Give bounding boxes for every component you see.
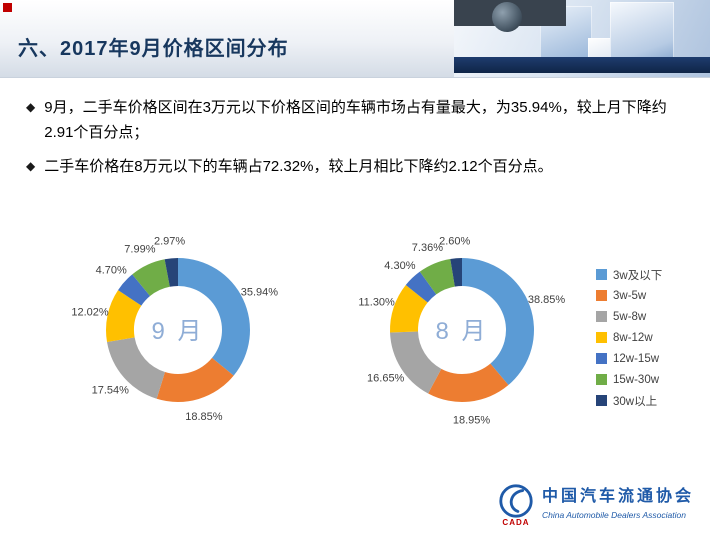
legend-item: 3w及以下 xyxy=(596,264,662,285)
bullet-list: ◆ 9月，二手车价格区间在3万元以下价格区间的车辆市场占有量最大，为35.94%… xyxy=(26,96,688,188)
legend-label: 3w及以下 xyxy=(613,269,663,282)
slice-value-label: 2.60% xyxy=(439,235,470,247)
legend-swatch-icon xyxy=(596,290,607,301)
cada-logo: CADA 中国汽车流通协会 China Automobile Dealers A… xyxy=(497,482,694,527)
legend-swatch-icon xyxy=(596,374,607,385)
bullet-text: 9月，二手车价格区间在3万元以下价格区间的车辆市场占有量最大，为35.94%，较… xyxy=(44,99,667,141)
donut-slice xyxy=(389,285,428,333)
slice-value-label: 7.36% xyxy=(412,242,443,254)
slice-value-label: 7.99% xyxy=(124,244,155,256)
chart-legend: 3w及以下 3w-5w 5w-8w 8w-12w 12w-15w 15w-30w 30w以上 xyxy=(596,264,662,411)
slice-value-label: 18.95% xyxy=(453,415,491,427)
legend-swatch-icon xyxy=(596,395,607,406)
diamond-bullet-icon: ◆ xyxy=(26,158,36,173)
donut-slice xyxy=(405,271,437,303)
legend-label: 8w-12w xyxy=(613,331,653,344)
bullet-text: 二手车价格在8万元以下的车辆占72.32%，较上月相比下降约2.12个百分点。 xyxy=(44,157,553,175)
cube-decoration-icon xyxy=(610,2,674,66)
legend-swatch-icon xyxy=(596,311,607,322)
donut-center-label: 8 月 xyxy=(435,318,488,345)
org-name-en: China Automobile Dealers Association xyxy=(541,510,686,520)
slide-header: 六、2017年9月价格区间分布 xyxy=(0,0,710,78)
donut-slice xyxy=(118,274,151,306)
legend-label: 3w-5w xyxy=(613,289,647,302)
slice-value-label: 35.94% xyxy=(241,287,279,299)
legend-swatch-icon xyxy=(596,353,607,364)
org-name-cn: 中国汽车流通协会 xyxy=(541,488,694,505)
donut-slice xyxy=(106,290,142,343)
logo-emblem-icon: CADA xyxy=(497,482,535,527)
donut-slice xyxy=(156,357,234,402)
donut-center-label: 9 月 xyxy=(151,318,204,345)
donut-slice xyxy=(132,259,170,297)
slice-value-label: 2.97% xyxy=(154,235,185,247)
slice-value-label: 18.85% xyxy=(185,411,223,423)
legend-item: 12w-15w xyxy=(596,348,662,369)
donut-slice xyxy=(390,331,442,394)
donut-slice xyxy=(164,258,178,287)
navy-band xyxy=(454,57,710,73)
donut-slice xyxy=(178,258,250,376)
header-decoration xyxy=(454,0,710,77)
legend-swatch-icon xyxy=(596,269,607,280)
globe-icon xyxy=(454,0,566,32)
slice-value-label: 17.54% xyxy=(92,384,130,396)
org-abbr: CADA xyxy=(502,518,530,527)
legend-label: 15w-30w xyxy=(613,373,660,386)
legend-item: 15w-30w xyxy=(596,369,662,390)
donut-slice xyxy=(107,337,165,399)
bullet-item: ◆ 9月，二手车价格区间在3万元以下价格区间的车辆市场占有量最大，为35.94%… xyxy=(26,96,688,146)
donut-slice xyxy=(450,258,462,287)
red-corner-accent xyxy=(3,3,12,12)
legend-label: 5w-8w xyxy=(613,310,647,323)
slice-value-label: 4.30% xyxy=(384,260,415,272)
slice-value-label: 11.30% xyxy=(358,297,395,309)
org-names: 中国汽车流通协会 China Automobile Dealers Associ… xyxy=(542,482,694,520)
donut-slice xyxy=(419,258,455,295)
legend-swatch-icon xyxy=(596,332,607,343)
legend-item: 3w-5w xyxy=(596,285,662,306)
legend-label: 30w以上 xyxy=(613,395,658,408)
donut-slice xyxy=(462,258,535,386)
donut-chart-september: 35.94% 18.85% 17.54% 12.02% 4.70% 7.99%2.97% 9… xyxy=(71,235,279,423)
legend-item: 5w-8w xyxy=(596,306,662,327)
donut-chart-august: 38.85% 18.95% 16.65% 11.30% 4.30% 7.36%2.60% 8… xyxy=(358,235,566,427)
legend-item: 8w-12w xyxy=(596,327,662,348)
donut-slice xyxy=(428,363,509,403)
legend-item: 30w以上 xyxy=(596,390,662,411)
bullet-item: ◆ 二手车价格在8万元以下的车辆占72.32%，较上月相比下降约2.12个百分点… xyxy=(26,155,688,180)
slice-value-label: 12.02% xyxy=(71,306,109,318)
diamond-bullet-icon: ◆ xyxy=(26,100,36,114)
emblem-swirl-icon xyxy=(499,484,533,518)
legend-label: 12w-15w xyxy=(613,352,660,365)
page-title: 六、2017年9月价格区间分布 xyxy=(18,38,289,60)
slice-value-label: 38.85% xyxy=(528,294,566,306)
slice-value-label: 16.65% xyxy=(367,373,405,385)
slice-value-label: 4.70% xyxy=(96,265,127,277)
